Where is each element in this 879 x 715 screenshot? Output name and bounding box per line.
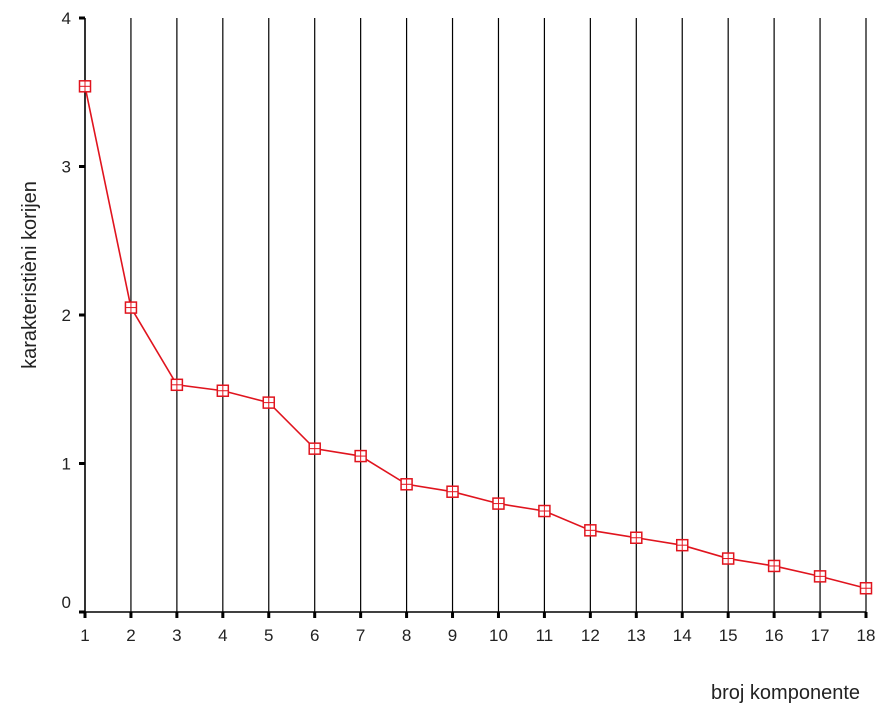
x-tick-label-15: 15 [719, 626, 738, 645]
y-axis-title: karakteristièni korijen [19, 181, 41, 369]
x-tick-label-18: 18 [857, 626, 876, 645]
y-tick-label-4: 4 [62, 9, 71, 28]
x-tick-label-16: 16 [765, 626, 784, 645]
x-tick-label-1: 1 [80, 626, 89, 645]
eigenvalue-series [78, 80, 873, 595]
y-axis-ticks: 0 1 2 3 4 [62, 9, 85, 614]
x-tick-label-8: 8 [402, 626, 411, 645]
x-tick-label-10: 10 [489, 626, 508, 645]
y-tick-label-2: 2 [62, 306, 71, 325]
x-tick-label-17: 17 [811, 626, 830, 645]
vertical-gridlines [84, 18, 867, 612]
y-tick-label-3: 3 [62, 158, 71, 177]
x-tick-label-14: 14 [673, 626, 692, 645]
x-tick-label-11: 11 [536, 626, 554, 645]
y-tick-label-1: 1 [62, 455, 71, 474]
x-tick-label-12: 12 [581, 626, 600, 645]
x-axis-title: broj komponente [711, 682, 860, 704]
x-tick-label-4: 4 [218, 626, 227, 645]
x-tick-label-6: 6 [310, 626, 319, 645]
y-tick-label-0: 0 [62, 593, 71, 612]
x-tick-label-5: 5 [264, 626, 273, 645]
x-tick-label-3: 3 [172, 626, 181, 645]
x-tick-label-13: 13 [627, 626, 646, 645]
x-axis-ticks: 1 2 3 4 5 6 7 8 9 10 11 12 13 14 15 16 17 18 [80, 612, 875, 645]
x-tick-label-2: 2 [126, 626, 135, 645]
x-tick-label-9: 9 [448, 626, 457, 645]
x-tick-label-7: 7 [356, 626, 365, 645]
axes [84, 18, 866, 613]
series-line [84, 86, 867, 590]
